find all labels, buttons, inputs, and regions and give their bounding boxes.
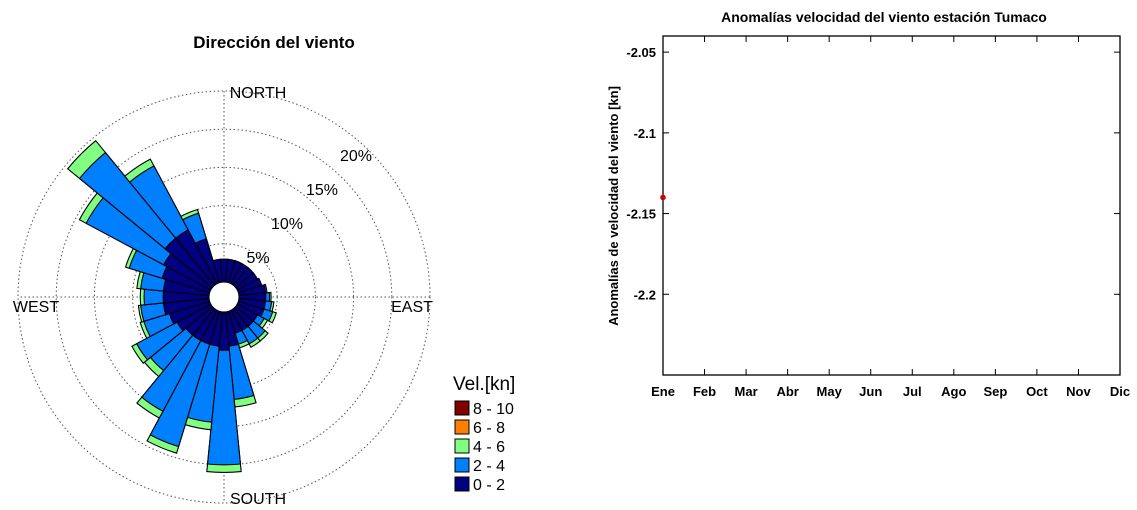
x-tick-label: Jul <box>903 384 922 399</box>
legend-swatch <box>454 419 470 435</box>
radial-tick-label: 15% <box>306 182 338 199</box>
x-tick-label: Oct <box>1026 384 1048 399</box>
legend-title: Vel.[kn] <box>453 374 515 395</box>
x-tick-label: Abr <box>776 384 798 399</box>
y-axis: -2.05 -2.1 -2.15 -2.2 <box>626 45 1120 302</box>
y-axis-label: Anomalías de velocidad del viento [kn] <box>606 86 621 326</box>
radial-tick-label: 5% <box>246 250 269 267</box>
anomaly-chart: Anomalías velocidad del viento estación … <box>606 9 1130 399</box>
windrose-bars <box>66 139 278 473</box>
y-tick-label: -2.2 <box>634 287 656 302</box>
legend-label: 4 - 6 <box>473 439 505 456</box>
direction-label-north: NORTH <box>230 85 287 102</box>
windrose-title: Dirección del viento <box>193 33 355 52</box>
radial-grid-circle <box>55 128 393 466</box>
legend-label: 8 - 10 <box>473 401 514 418</box>
windrose-grid <box>17 90 431 504</box>
legend-swatch <box>454 457 470 473</box>
x-tick-label: Dic <box>1110 384 1130 399</box>
scatter-point <box>660 194 666 201</box>
anomaly-chart-title: Anomalías velocidad del viento estación … <box>721 9 1047 25</box>
y-tick-label: -2.05 <box>626 45 656 60</box>
legend-swatch <box>454 438 470 454</box>
x-tick-label: Ene <box>651 384 675 399</box>
legend-swatch <box>454 476 470 492</box>
windrose-chart: Dirección del viento NORTH EAST SOUTH WE… <box>13 33 515 508</box>
x-tick-label: Feb <box>693 384 716 399</box>
direction-label-south: SOUTH <box>230 491 286 508</box>
y-tick-label: -2.1 <box>634 126 656 141</box>
x-tick-label: May <box>817 384 843 399</box>
x-tick-label: Nov <box>1066 384 1091 399</box>
radial-tick-label: 10% <box>271 216 303 233</box>
plot-area-frame <box>662 35 1121 376</box>
radial-grid-circle <box>132 205 316 389</box>
direction-label-east: EAST <box>391 299 433 316</box>
legend-label: 0 - 2 <box>473 477 505 494</box>
x-tick-label: Mar <box>735 384 758 399</box>
windrose-legend: Vel.[kn] 8 - 10 6 - 8 4 - 6 2 - 4 0 - 2 <box>453 374 515 494</box>
legend-items: 8 - 10 6 - 8 4 - 6 2 - 4 0 - 2 <box>454 400 514 494</box>
x-tick-label: Ago <box>941 384 966 399</box>
radial-tick-label: 20% <box>340 148 372 165</box>
y-tick-label: -2.15 <box>626 207 656 222</box>
x-tick-label: Sep <box>983 384 1007 399</box>
legend-swatch <box>454 400 470 416</box>
legend-label: 6 - 8 <box>473 420 505 437</box>
legend-label: 2 - 4 <box>473 458 505 475</box>
x-axis: Ene Feb Mar Abr May Jun Jul Ago Sep Oct Nov Dic <box>651 36 1130 399</box>
scatter-points <box>660 194 666 201</box>
windrose-center-hole <box>208 281 240 313</box>
x-tick-label: Jun <box>859 384 882 399</box>
direction-label-west: WEST <box>13 299 59 316</box>
